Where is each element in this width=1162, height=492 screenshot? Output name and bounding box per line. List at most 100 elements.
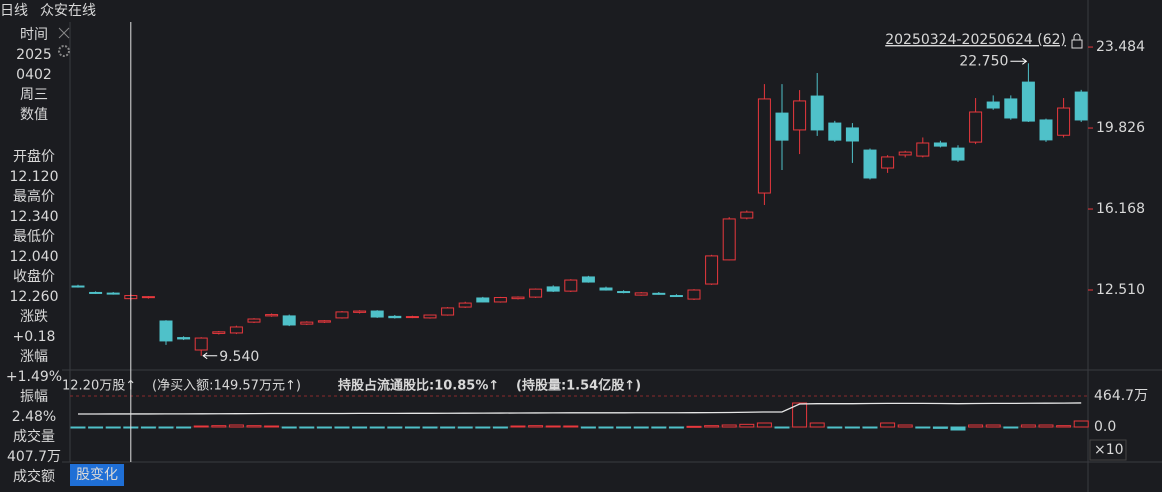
- holding-bar: [316, 426, 332, 429]
- candle-body: [599, 287, 613, 291]
- settings-icon[interactable]: [58, 45, 70, 57]
- candle-body: [159, 320, 173, 342]
- holding-bar: [334, 426, 350, 429]
- candle-body: [212, 331, 226, 334]
- holding-bar: [1056, 425, 1072, 428]
- candle-body: [617, 291, 631, 294]
- candle-body: [969, 111, 983, 143]
- info-label: 收盘价: [13, 268, 55, 285]
- candle-body: [370, 310, 384, 318]
- candle-body: [388, 315, 402, 319]
- info-label: 成交量: [13, 428, 55, 445]
- info-value: 2.48%: [12, 409, 56, 425]
- candle-body: [705, 255, 719, 285]
- holding-bar: [1020, 424, 1036, 428]
- holding-bar: [176, 426, 192, 429]
- info-value: 12.120: [10, 169, 59, 185]
- holding-bar: [668, 426, 684, 429]
- holding-bar: [457, 426, 473, 429]
- holding-bar: [281, 426, 297, 429]
- scale-label: ×10: [1094, 442, 1124, 458]
- candle-body: [1004, 98, 1018, 119]
- holding-text: (持股量:1.54亿股↑): [516, 378, 641, 394]
- candle-body: [881, 156, 895, 169]
- holding-line: [78, 402, 1082, 415]
- candle-body: [317, 320, 331, 323]
- candle-body: [687, 289, 701, 300]
- holding-bar: [228, 424, 244, 428]
- stock-name: 众安在线: [40, 3, 96, 19]
- y-tick-label: 464.7万: [1094, 388, 1148, 404]
- y-tick-label: 19.826: [1096, 120, 1145, 136]
- holding-bar: [264, 425, 280, 428]
- candle-body: [564, 279, 578, 292]
- tab-label[interactable]: 股变化: [76, 467, 118, 483]
- candle-body: [423, 314, 437, 319]
- info-label: 涨跌: [20, 309, 48, 325]
- holding-text: 12.20万股↑: [62, 379, 136, 394]
- holding-bar: [633, 426, 649, 429]
- holding-bar: [105, 426, 121, 429]
- candle-body: [282, 315, 296, 326]
- holding-bar: [404, 426, 420, 429]
- holding-bar: [880, 422, 896, 428]
- holding-bar: [950, 426, 966, 431]
- candle-body: [511, 296, 525, 300]
- holding-bar: [140, 426, 156, 429]
- holding-bar: [862, 426, 878, 429]
- holding-bar: [88, 426, 104, 429]
- info-label: 最低价: [13, 229, 55, 245]
- holding-bar: [1003, 426, 1019, 429]
- holding-bar: [352, 426, 368, 429]
- holding-bar: [510, 425, 526, 428]
- holding-bar: [369, 426, 385, 429]
- candle-body: [247, 318, 261, 323]
- holding-bar: [897, 424, 913, 428]
- close-icon[interactable]: [58, 27, 70, 39]
- candle-body: [405, 316, 419, 319]
- info-label: 涨幅: [20, 349, 48, 365]
- holding-bar: [440, 426, 456, 429]
- holding-bar: [158, 426, 174, 429]
- holding-bar: [985, 424, 1001, 428]
- candle-body: [229, 326, 243, 334]
- info-label: 成交额: [13, 468, 55, 485]
- low-arrow: [202, 352, 208, 360]
- holding-bar: [704, 425, 720, 428]
- holding-bar: [968, 424, 984, 428]
- holding-bar: [1038, 424, 1054, 428]
- candle-body: [863, 149, 877, 179]
- candle-body: [793, 100, 807, 131]
- holding-bar: [1073, 420, 1089, 428]
- candle-body: [916, 142, 930, 157]
- holding-bar: [932, 426, 948, 429]
- candle-body: [845, 127, 859, 142]
- candle-body: [529, 288, 543, 298]
- holding-bar: [598, 426, 614, 429]
- info-label: 振幅: [20, 389, 48, 405]
- period-label: 日线: [0, 3, 28, 19]
- holding-bar: [299, 426, 315, 429]
- holding-bar: [739, 423, 755, 428]
- holding-bar: [580, 426, 596, 429]
- y-tick-label: 12.510: [1096, 282, 1145, 298]
- candle-body: [441, 307, 455, 316]
- candle-body: [300, 321, 314, 325]
- candle-body: [89, 291, 103, 294]
- candle-body: [986, 101, 1000, 109]
- holding-bar: [211, 425, 227, 428]
- holding-bar: [528, 425, 544, 428]
- high-label: 22.750: [959, 53, 1008, 69]
- info-value: +1.49%: [6, 369, 62, 385]
- info-text: 数值: [20, 107, 48, 123]
- candle-body: [810, 95, 824, 131]
- candle-body: [458, 302, 472, 308]
- candle-body: [106, 292, 120, 295]
- candle-body: [177, 337, 191, 340]
- holding-bar: [809, 422, 825, 428]
- candle-body: [194, 337, 208, 351]
- candle-body: [335, 311, 349, 319]
- tab-button[interactable]: [70, 464, 124, 486]
